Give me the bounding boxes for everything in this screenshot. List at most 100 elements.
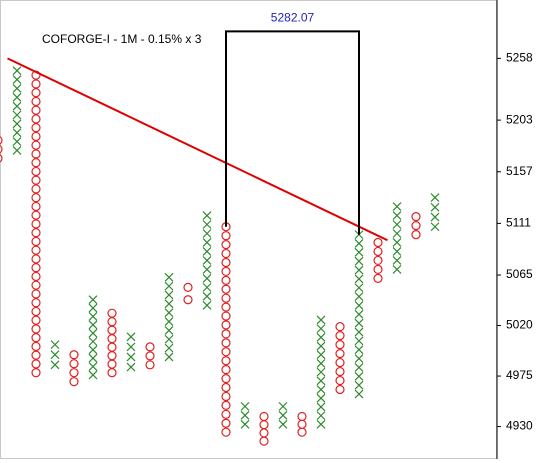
- x-symbol: [202, 238, 212, 247]
- o-symbol: [221, 427, 231, 437]
- o-column: [221, 222, 231, 437]
- x-symbol: [202, 300, 212, 310]
- x-symbol: [126, 332, 136, 342]
- o-symbol: [373, 255, 383, 266]
- o-column: [373, 237, 383, 283]
- y-tick-label: 5065: [506, 267, 533, 281]
- o-symbol: [221, 231, 231, 241]
- x-symbol: [354, 274, 364, 284]
- x-symbol: [164, 290, 174, 300]
- x-symbol: [88, 303, 98, 313]
- x-symbol: [354, 363, 364, 372]
- trendline: [7, 57, 388, 242]
- o-symbol: [221, 275, 231, 285]
- x-symbol: [354, 247, 364, 257]
- o-symbol: [31, 236, 41, 247]
- x-symbol: [88, 345, 98, 355]
- o-symbol: [31, 271, 41, 282]
- x-symbol: [50, 350, 60, 360]
- o-symbol: [31, 158, 41, 168]
- x-symbol: [430, 193, 440, 202]
- x-symbol: [316, 419, 326, 429]
- o-column: [411, 212, 421, 240]
- o-symbol: [31, 219, 41, 229]
- x-symbol: [202, 291, 212, 301]
- x-symbol: [354, 318, 364, 328]
- x-symbol: [354, 389, 364, 399]
- x-symbol: [430, 222, 440, 232]
- x-symbol: [316, 385, 326, 394]
- o-symbol: [373, 264, 383, 275]
- o-column: [259, 411, 269, 446]
- o-symbol: [107, 325, 117, 335]
- o-symbol: [335, 384, 345, 395]
- x-column: [240, 401, 250, 429]
- o-symbol: [221, 311, 231, 321]
- x-symbol: [50, 360, 60, 370]
- x-symbol: [164, 325, 174, 335]
- o-column: [69, 350, 79, 387]
- o-symbol: [221, 266, 231, 277]
- o-symbol: [31, 166, 41, 177]
- x-symbol: [316, 332, 326, 342]
- o-symbol: [31, 315, 41, 325]
- x-symbol: [126, 352, 136, 362]
- x-symbol: [12, 119, 22, 129]
- x-symbol: [354, 327, 364, 337]
- x-symbol: [354, 265, 364, 275]
- x-symbol: [202, 273, 212, 283]
- x-symbol: [316, 359, 326, 368]
- o-symbol: [31, 263, 41, 273]
- o-symbol: [297, 411, 307, 422]
- x-column: [126, 332, 136, 372]
- x-column: [354, 230, 364, 399]
- x-symbol: [316, 315, 326, 325]
- o-column: [297, 411, 307, 437]
- o-symbol: [411, 230, 421, 240]
- o-symbol: [221, 248, 231, 259]
- o-symbol: [107, 317, 117, 327]
- x-symbol: [202, 229, 212, 238]
- x-symbol: [354, 301, 364, 310]
- o-symbol: [221, 365, 231, 375]
- o-symbol: [31, 368, 41, 378]
- o-symbol: [31, 105, 41, 115]
- y-tick-label: 4975: [506, 368, 533, 382]
- o-symbol: [411, 221, 421, 231]
- x-column: [12, 66, 22, 155]
- o-symbol: [69, 368, 79, 378]
- x-symbol: [316, 324, 326, 334]
- o-symbol: [31, 88, 41, 98]
- o-symbol: [221, 320, 231, 330]
- x-symbol: [202, 220, 212, 229]
- o-symbol: [335, 331, 345, 341]
- o-symbol: [221, 329, 231, 339]
- x-symbol: [392, 202, 402, 211]
- o-symbol: [183, 295, 193, 305]
- o-symbol: [335, 340, 345, 350]
- o-symbol: [335, 349, 345, 359]
- o-symbol: [31, 96, 41, 107]
- o-symbol: [107, 342, 117, 352]
- x-symbol: [12, 128, 22, 138]
- o-symbol: [31, 114, 41, 124]
- x-column: [316, 315, 326, 429]
- o-symbol: [31, 131, 41, 142]
- x-symbol: [316, 393, 326, 403]
- o-symbol: [31, 324, 41, 334]
- x-symbol: [202, 256, 212, 265]
- o-symbol: [107, 308, 117, 318]
- target-bracket: [225, 30, 360, 235]
- o-symbol: [259, 411, 269, 422]
- x-symbol: [164, 343, 174, 353]
- o-symbol: [31, 245, 41, 255]
- o-symbol: [0, 145, 3, 154]
- x-symbol: [164, 352, 174, 362]
- o-column: [107, 308, 117, 378]
- x-symbol: [88, 312, 98, 321]
- o-symbol: [145, 351, 155, 361]
- o-symbol: [335, 357, 345, 368]
- x-symbol: [164, 317, 174, 326]
